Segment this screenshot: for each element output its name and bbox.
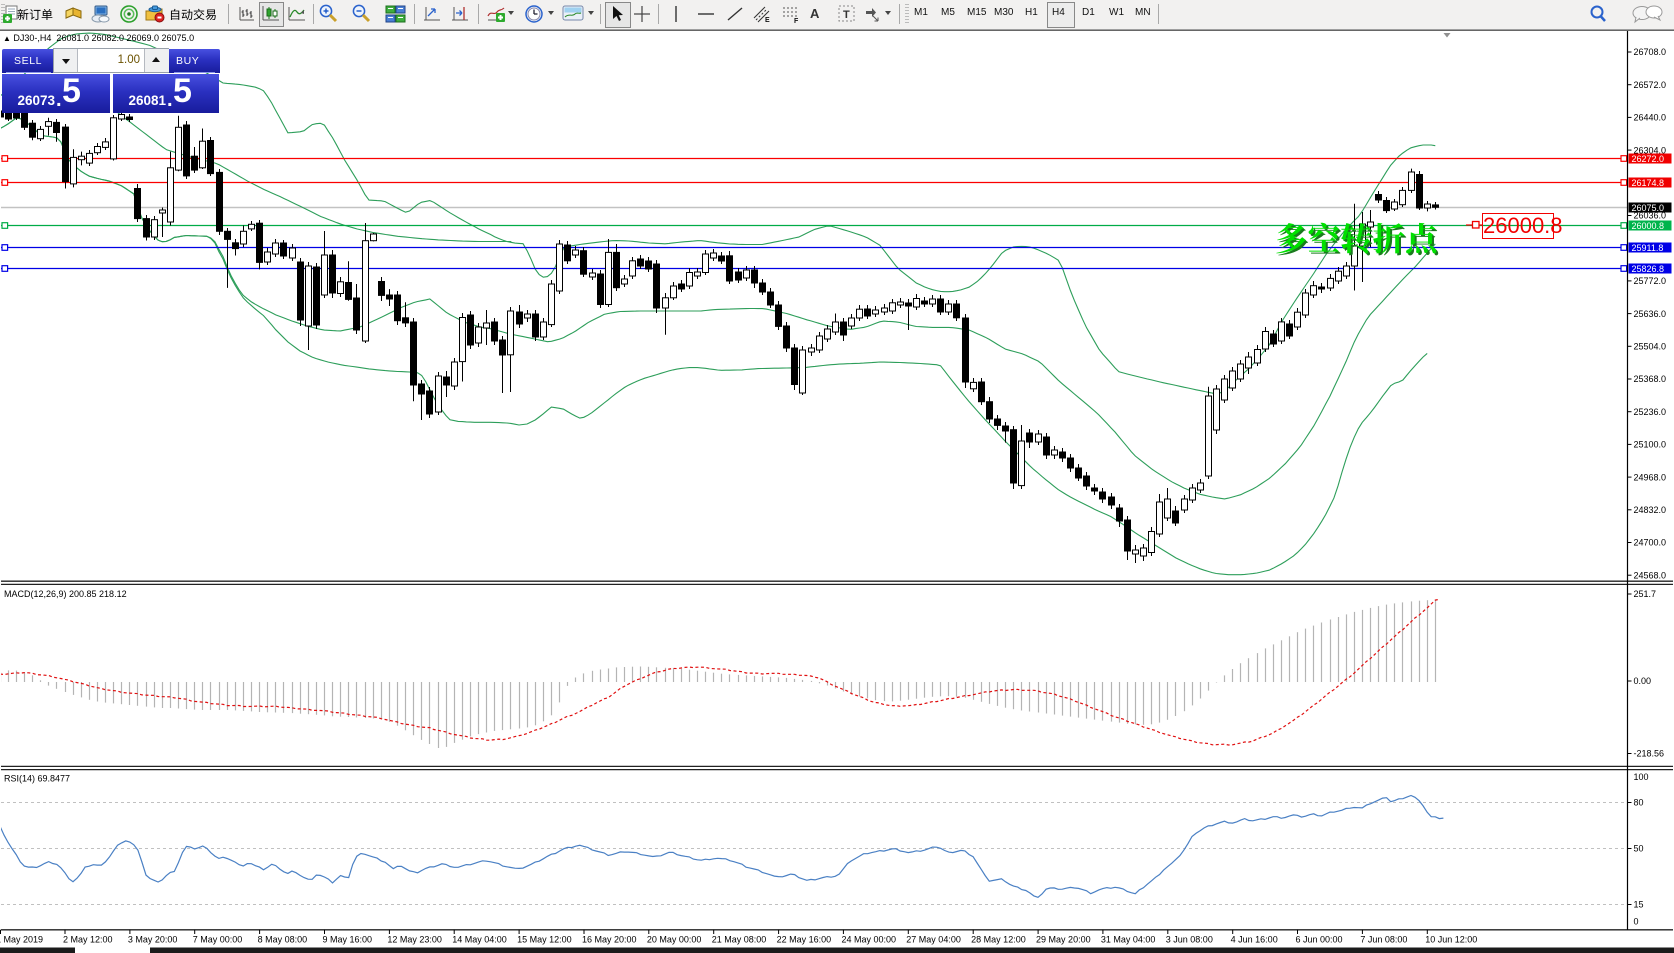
svg-text:24832.0: 24832.0	[1634, 505, 1667, 515]
svg-text:20 May 00:00: 20 May 00:00	[647, 935, 702, 945]
svg-text:24 May 00:00: 24 May 00:00	[841, 935, 896, 945]
svg-text:0.00: 0.00	[1634, 676, 1652, 686]
svg-text:28 May 12:00: 28 May 12:00	[971, 935, 1026, 945]
svg-text:25100.0: 25100.0	[1634, 440, 1667, 450]
svg-text:MACD(12,26,9) 200.85 218.12: MACD(12,26,9) 200.85 218.12	[4, 589, 127, 599]
svg-text:21 May 08:00: 21 May 08:00	[712, 935, 767, 945]
svg-text:100: 100	[1634, 772, 1649, 782]
svg-text:7 Jun 08:00: 7 Jun 08:00	[1360, 935, 1407, 945]
svg-text:0: 0	[1634, 917, 1639, 927]
svg-text:3 Jun 08:00: 3 Jun 08:00	[1166, 935, 1213, 945]
svg-text:15: 15	[1634, 900, 1644, 910]
svg-text:26272.0: 26272.0	[1632, 154, 1665, 164]
svg-text:E: E	[765, 17, 770, 24]
svg-text:25368.0: 25368.0	[1634, 374, 1667, 384]
svg-text:12 May 23:00: 12 May 23:00	[387, 935, 442, 945]
svg-text:1 May 2019: 1 May 2019	[0, 935, 43, 945]
svg-text:31 May 04:00: 31 May 04:00	[1101, 935, 1156, 945]
svg-text:80: 80	[1634, 798, 1644, 808]
svg-text:RSI(14) 69.8477: RSI(14) 69.8477	[4, 774, 70, 784]
svg-text:14 May 04:00: 14 May 04:00	[452, 935, 507, 945]
svg-text:-218.56: -218.56	[1634, 749, 1665, 759]
svg-text:26572.0: 26572.0	[1634, 80, 1667, 90]
svg-text:27 May 04:00: 27 May 04:00	[906, 935, 961, 945]
svg-text:T: T	[843, 9, 850, 21]
svg-text:6 Jun 00:00: 6 Jun 00:00	[1296, 935, 1343, 945]
svg-text:10 Jun 12:00: 10 Jun 12:00	[1425, 935, 1477, 945]
svg-text:25636.0: 25636.0	[1634, 309, 1667, 319]
svg-text:26708.0: 26708.0	[1634, 47, 1667, 57]
svg-text:251.7: 251.7	[1634, 589, 1657, 599]
svg-text:29 May 20:00: 29 May 20:00	[1036, 935, 1091, 945]
svg-text:26174.8: 26174.8	[1632, 178, 1665, 188]
svg-text:24700.0: 24700.0	[1634, 538, 1667, 548]
svg-text:8 May 08:00: 8 May 08:00	[258, 935, 308, 945]
svg-text:25236.0: 25236.0	[1634, 407, 1667, 417]
svg-text:25504.0: 25504.0	[1634, 342, 1667, 352]
svg-text:7 May 00:00: 7 May 00:00	[193, 935, 243, 945]
svg-text:26075.0: 26075.0	[1632, 203, 1665, 213]
svg-text:24568.0: 24568.0	[1634, 570, 1667, 580]
svg-text:9 May 16:00: 9 May 16:00	[322, 935, 372, 945]
svg-text:24968.0: 24968.0	[1634, 472, 1667, 482]
svg-text:2 May 12:00: 2 May 12:00	[63, 935, 113, 945]
svg-text:26440.0: 26440.0	[1634, 113, 1667, 123]
svg-text:16 May 20:00: 16 May 20:00	[582, 935, 637, 945]
svg-text:25826.8: 25826.8	[1632, 264, 1665, 274]
svg-text:4 Jun 16:00: 4 Jun 16:00	[1231, 935, 1278, 945]
svg-text:F: F	[794, 18, 799, 24]
svg-text:26304.0: 26304.0	[1634, 145, 1667, 155]
svg-text:25772.0: 25772.0	[1634, 276, 1667, 286]
svg-text:25911.8: 25911.8	[1632, 243, 1664, 253]
svg-text:50: 50	[1634, 844, 1644, 854]
svg-text:15 May 12:00: 15 May 12:00	[517, 935, 572, 945]
svg-text:3 May 20:00: 3 May 20:00	[128, 935, 178, 945]
svg-text:26000.8: 26000.8	[1632, 221, 1665, 231]
svg-text:22 May 16:00: 22 May 16:00	[777, 935, 832, 945]
svg-text:26036.0: 26036.0	[1634, 211, 1667, 221]
